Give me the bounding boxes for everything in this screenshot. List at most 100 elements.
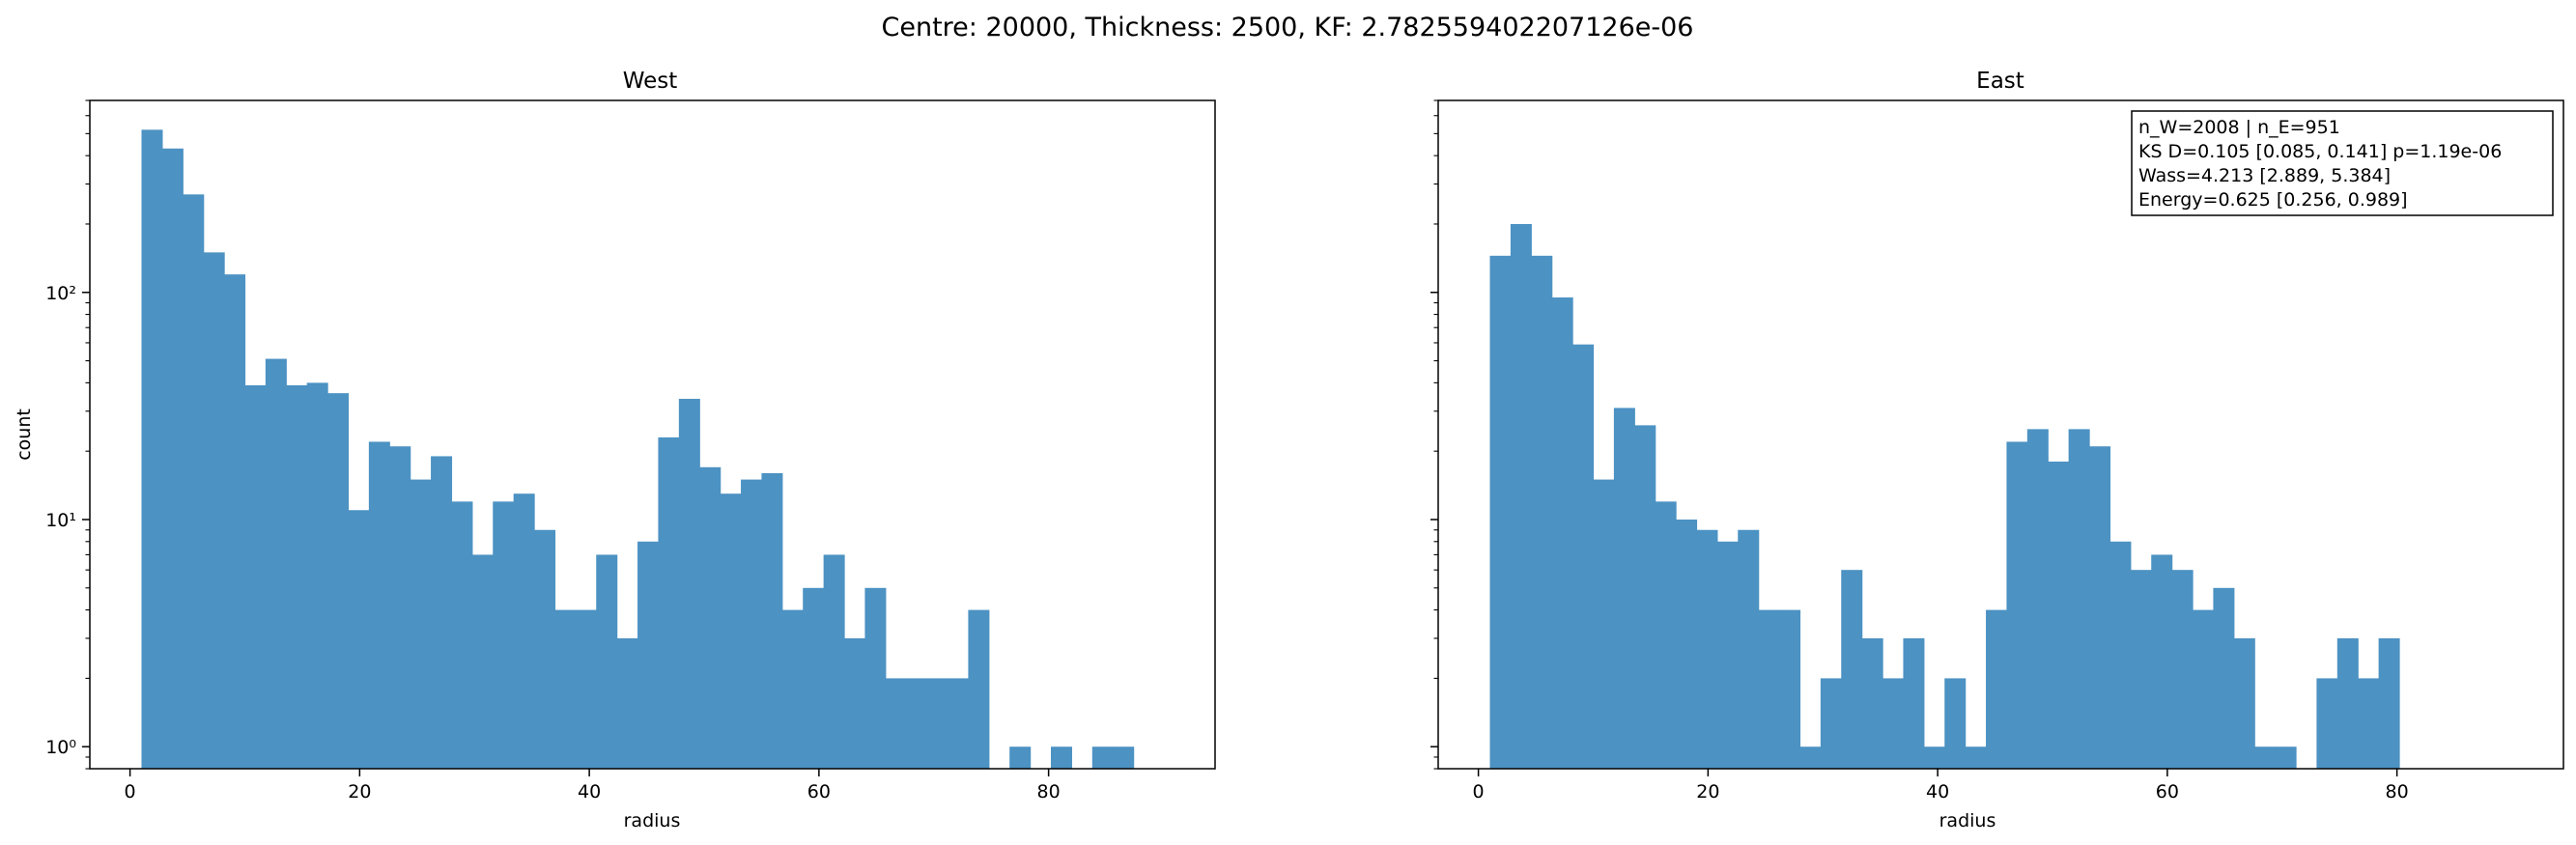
- east-bar-18: [1861, 637, 1883, 769]
- west-x-tick-label-3: 60: [807, 781, 831, 803]
- east-bar-31: [2130, 570, 2152, 769]
- stats-box-frame: [2131, 110, 2554, 216]
- west-bar-27: [699, 466, 722, 769]
- east-title: East: [1976, 69, 2024, 94]
- east-bar-26: [2026, 429, 2049, 769]
- west-bar-5: [244, 384, 267, 769]
- east-bar-24: [1986, 609, 2008, 769]
- east-bar-5: [1593, 479, 1615, 769]
- west-bar-4: [224, 274, 246, 769]
- west-x-tick-label-4: 80: [1037, 781, 1061, 803]
- west-bar-21: [575, 609, 597, 769]
- west-bar-44: [1051, 746, 1073, 769]
- east-bar-1: [1510, 223, 1532, 770]
- east-bar-20: [1903, 637, 1925, 769]
- east-x-tick-label-3: 60: [2156, 781, 2179, 803]
- east-bar-11: [1716, 541, 1739, 769]
- west-bar-20: [554, 609, 577, 769]
- east-bar-37: [2254, 746, 2277, 769]
- west-bar-28: [720, 493, 742, 769]
- east-bar-10: [1696, 529, 1718, 769]
- west-bar-46: [1091, 746, 1114, 769]
- west-bar-15: [451, 501, 473, 769]
- west-bar-23: [616, 637, 638, 769]
- west-x-label: radius: [624, 810, 681, 831]
- east-bar-2: [1531, 255, 1553, 769]
- west-bar-22: [596, 554, 618, 769]
- east-bar-23: [1965, 746, 1987, 769]
- east-bar-33: [2171, 570, 2194, 769]
- east-bar-38: [2275, 746, 2297, 769]
- west-bar-10: [348, 510, 370, 769]
- west-bar-35: [864, 587, 887, 769]
- west-y-ticks: 10⁰ 10¹ 10²: [45, 99, 90, 770]
- east-bar-0: [1489, 255, 1512, 769]
- east-bar-3: [1551, 297, 1573, 769]
- east-bar-15: [1799, 746, 1822, 769]
- east-bar-25: [2006, 441, 2028, 769]
- east-x-tick-label-4: 80: [2386, 781, 2409, 803]
- east-bar-29: [2089, 446, 2111, 769]
- east-bar-30: [2109, 541, 2132, 769]
- east-bar-14: [1779, 609, 1801, 769]
- west-bar-42: [1009, 746, 1032, 769]
- west-bar-11: [368, 441, 390, 769]
- east-bar-21: [1923, 746, 1945, 769]
- west-title: West: [623, 69, 678, 94]
- east-bar-19: [1882, 678, 1905, 769]
- figure-suptitle: Centre: 20000, Thickness: 2500, KF: 2.78…: [882, 13, 1694, 42]
- west-bar-31: [781, 609, 804, 769]
- west-bar-29: [741, 479, 763, 769]
- west-axes-frame: [89, 99, 1216, 770]
- west-bar-0: [141, 129, 163, 770]
- east-panel: East 0 20 40 60 80 radius n_W=2008 | n_E=951…: [1430, 69, 2564, 831]
- west-bar-32: [803, 587, 825, 769]
- west-bar-18: [513, 493, 535, 769]
- west-bar-1: [161, 148, 184, 769]
- west-bar-37: [906, 678, 928, 769]
- east-bar-40: [2316, 678, 2338, 769]
- west-bar-6: [265, 358, 287, 769]
- east-bar-41: [2336, 637, 2359, 769]
- west-y-tick-label-0: 10⁰: [45, 737, 76, 758]
- west-bars: [141, 129, 1135, 770]
- west-bar-13: [410, 479, 432, 769]
- west-bar-9: [327, 393, 350, 769]
- west-bar-36: [885, 678, 907, 769]
- east-bar-8: [1655, 501, 1677, 769]
- east-bar-4: [1572, 344, 1595, 769]
- east-x-tick-label-2: 40: [1926, 781, 1949, 803]
- east-axes-frame: [1437, 99, 2564, 770]
- east-bar-22: [1944, 678, 1967, 769]
- west-bar-39: [948, 678, 970, 769]
- west-bar-14: [431, 456, 453, 769]
- stats-line-energy: Energy=0.625 [0.256, 0.989]: [2138, 189, 2408, 211]
- east-bars: [1489, 223, 2400, 770]
- stats-annotation-box: n_W=2008 | n_E=951 KS D=0.105 [0.085, 0.…: [2131, 110, 2554, 216]
- west-bar-47: [1113, 746, 1135, 769]
- west-bar-7: [286, 384, 308, 769]
- east-bar-27: [2048, 461, 2070, 769]
- west-bar-2: [183, 194, 205, 769]
- west-x-ticks: 0 20 40 60 80: [125, 769, 1061, 803]
- west-y-label: count: [14, 408, 35, 461]
- east-bar-6: [1613, 408, 1635, 769]
- west-bar-16: [471, 554, 494, 769]
- east-bar-13: [1758, 609, 1780, 769]
- east-x-label: radius: [1939, 810, 1996, 831]
- west-bar-30: [761, 472, 783, 769]
- east-bar-9: [1676, 519, 1698, 769]
- stats-line-wass: Wass=4.213 [2.889, 5.384]: [2138, 165, 2391, 186]
- east-x-tick-label-1: 20: [1696, 781, 1719, 803]
- west-bar-38: [926, 678, 948, 769]
- east-bar-43: [2378, 637, 2400, 769]
- west-bar-40: [968, 609, 990, 769]
- west-bar-25: [658, 437, 680, 769]
- east-bar-16: [1820, 678, 1842, 769]
- east-bar-32: [2151, 554, 2173, 769]
- east-bar-35: [2213, 587, 2235, 769]
- west-bar-26: [678, 398, 700, 769]
- west-y-tick-label-1: 10¹: [45, 510, 76, 531]
- east-y-ticks: [1430, 99, 1438, 770]
